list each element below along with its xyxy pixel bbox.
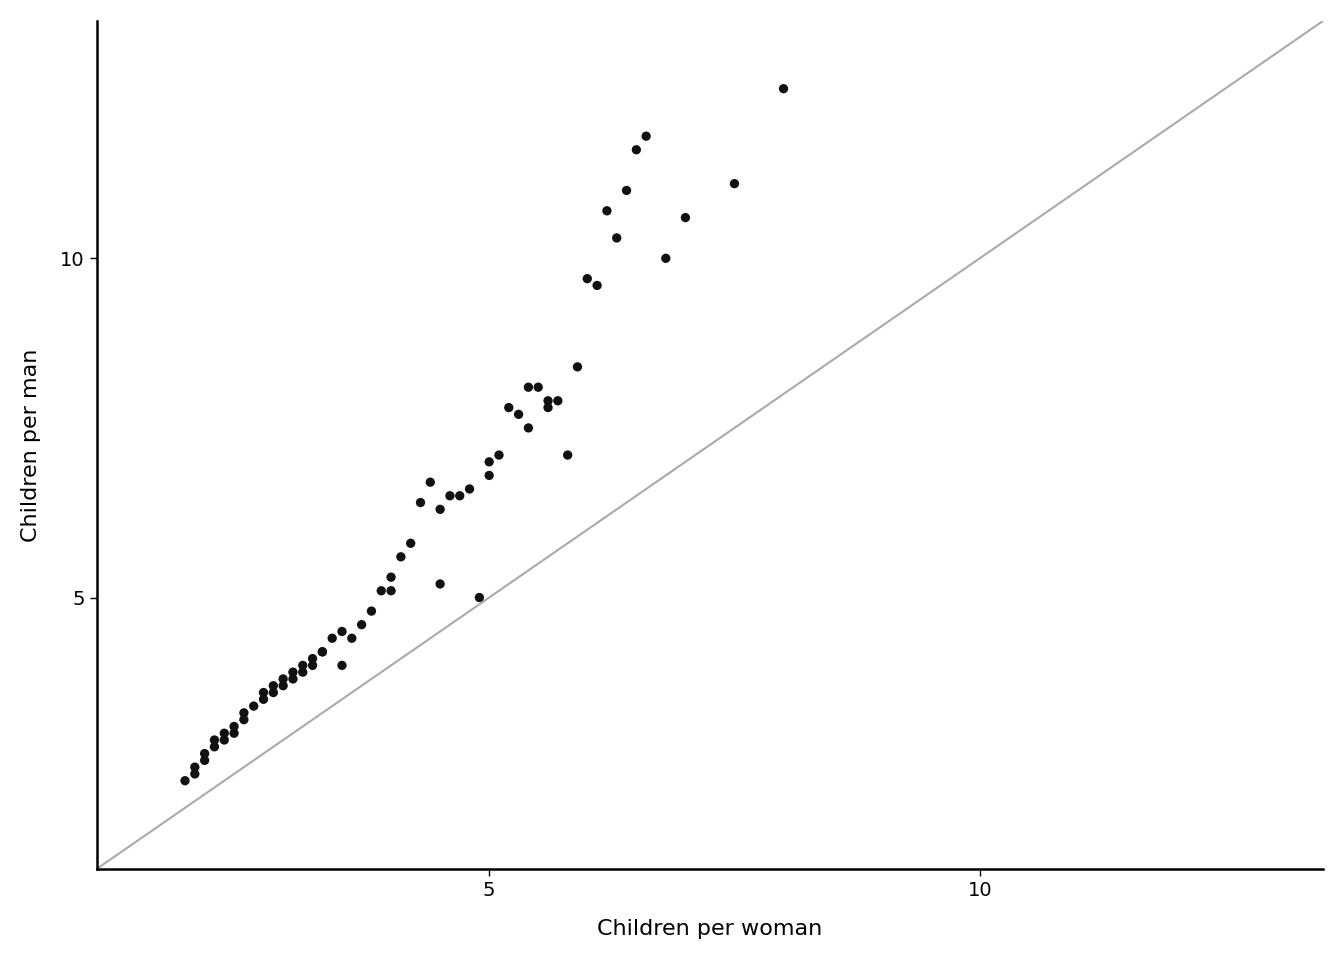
- Point: [282, 671, 304, 686]
- Point: [262, 684, 284, 700]
- Point: [458, 481, 480, 496]
- Point: [556, 447, 578, 463]
- Point: [273, 678, 294, 693]
- Point: [380, 569, 402, 585]
- Point: [292, 664, 313, 680]
- Point: [439, 488, 461, 503]
- Point: [371, 583, 392, 598]
- Point: [723, 176, 745, 191]
- Point: [469, 589, 491, 605]
- Point: [401, 536, 422, 551]
- Point: [292, 658, 313, 673]
- Point: [273, 671, 294, 686]
- Point: [243, 699, 265, 714]
- Point: [204, 732, 226, 748]
- Point: [410, 494, 431, 510]
- Point: [233, 706, 254, 721]
- Point: [655, 251, 676, 266]
- Point: [517, 379, 539, 395]
- Point: [625, 142, 646, 157]
- Point: [302, 651, 324, 666]
- Point: [478, 468, 500, 483]
- Point: [616, 182, 637, 198]
- Point: [419, 474, 441, 490]
- Point: [517, 420, 539, 436]
- Point: [586, 277, 607, 293]
- Point: [527, 379, 548, 395]
- Point: [449, 488, 470, 503]
- Point: [478, 454, 500, 469]
- Point: [351, 617, 372, 633]
- Point: [262, 678, 284, 693]
- Point: [331, 658, 352, 673]
- Point: [547, 393, 569, 408]
- Point: [175, 773, 196, 788]
- Point: [253, 684, 274, 700]
- Point: [636, 129, 657, 144]
- Point: [380, 583, 402, 598]
- Point: [390, 549, 411, 564]
- Point: [184, 766, 206, 781]
- Point: [214, 726, 235, 741]
- Point: [499, 400, 520, 416]
- Point: [538, 400, 559, 416]
- Point: [194, 753, 215, 768]
- Point: [223, 726, 245, 741]
- Point: [204, 739, 226, 755]
- Point: [429, 502, 450, 517]
- Point: [341, 631, 363, 646]
- Point: [360, 604, 382, 619]
- Point: [253, 691, 274, 707]
- Point: [312, 644, 333, 660]
- Point: [429, 576, 450, 591]
- Point: [538, 393, 559, 408]
- Point: [194, 746, 215, 761]
- Point: [223, 719, 245, 734]
- Point: [488, 447, 509, 463]
- Point: [321, 631, 343, 646]
- Point: [331, 624, 352, 639]
- Point: [567, 359, 589, 374]
- Y-axis label: Children per man: Children per man: [22, 348, 40, 541]
- Point: [302, 658, 324, 673]
- Point: [577, 271, 598, 286]
- Point: [508, 407, 530, 422]
- Point: [233, 712, 254, 728]
- Point: [312, 644, 333, 660]
- Point: [606, 230, 628, 246]
- Point: [214, 732, 235, 748]
- Point: [184, 759, 206, 775]
- Point: [282, 664, 304, 680]
- Point: [675, 210, 696, 226]
- Point: [597, 204, 618, 219]
- X-axis label: Children per woman: Children per woman: [597, 919, 823, 939]
- Point: [1165, 7, 1187, 22]
- Point: [773, 81, 794, 96]
